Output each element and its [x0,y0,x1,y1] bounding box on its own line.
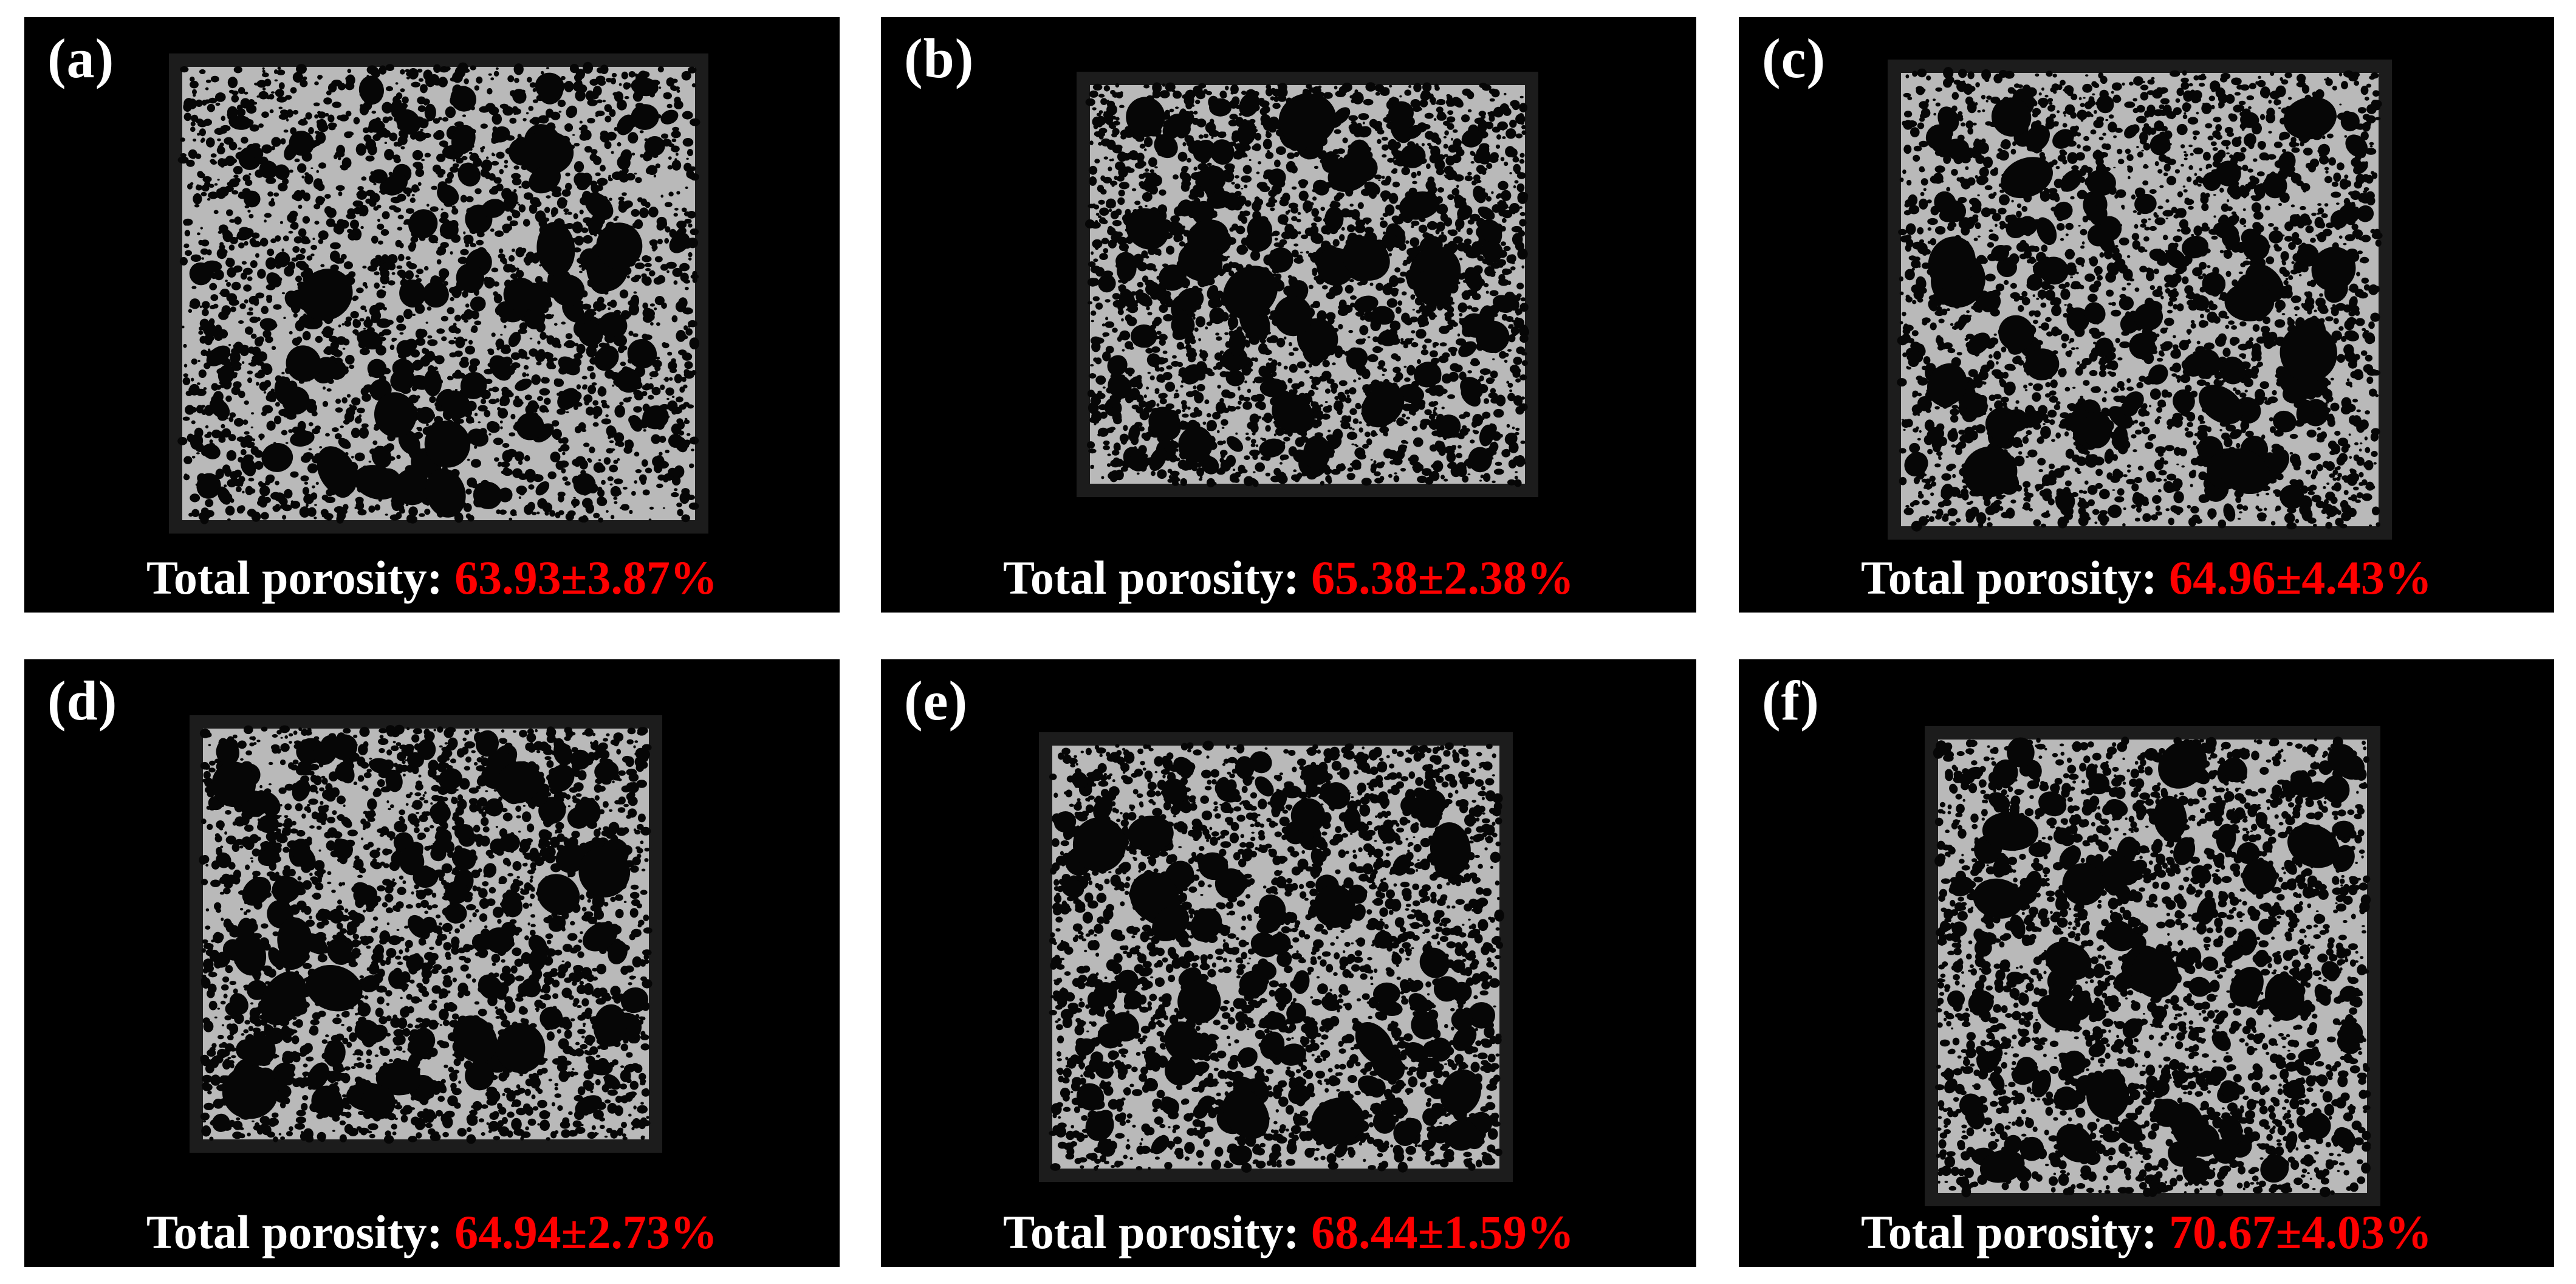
ct-scan-image [190,715,662,1153]
porosity-caption: Total porosity: 64.94±2.73% [24,1209,840,1256]
panel-a: (a) Total porosity: 63.93±3.87% [24,17,840,613]
porosity-value: 70.67±4.03% [2169,1206,2432,1258]
porosity-value: 64.94±2.73% [454,1206,718,1258]
ct-scan-image [1888,60,2392,540]
panel-label: (b) [904,27,975,89]
panel-label: (c) [1762,27,1826,89]
specimen-texture [1925,726,2380,1206]
ct-scan-image [1077,72,1538,497]
caption-label: Total porosity: [1861,551,2157,604]
caption-label: Total porosity: [146,1206,443,1258]
panel-d: (d) Total porosity: 64.94±2.73% [24,659,840,1267]
specimen-texture [1077,72,1538,497]
porosity-value: 63.93±3.87% [454,551,718,604]
panel-label: (a) [47,27,115,89]
porosity-value: 65.38±2.38% [1311,551,1574,604]
porosity-value: 64.96±4.43% [2169,551,2432,604]
ct-scan-image [1039,732,1513,1182]
porosity-caption: Total porosity: 70.67±4.03% [1739,1209,2554,1256]
panel-label: (f) [1762,670,1820,732]
panel-b: (b) Total porosity: 65.38±2.38% [881,17,1696,613]
specimen-texture [1888,60,2392,540]
specimen-texture [169,53,708,534]
panel-label: (e) [904,670,968,732]
caption-label: Total porosity: [1003,551,1300,604]
porosity-caption: Total porosity: 65.38±2.38% [881,554,1696,602]
panel-e: (e) Total porosity: 68.44±1.59% [881,659,1696,1267]
panel-label: (d) [47,670,118,732]
ct-scan-image [1925,726,2380,1206]
porosity-caption: Total porosity: 68.44±1.59% [881,1209,1696,1256]
ct-scan-image [169,53,708,534]
caption-label: Total porosity: [146,551,443,604]
panel-f: (f) Total porosity: 70.67±4.03% [1739,659,2554,1267]
specimen-texture [1039,732,1513,1182]
porosity-caption: Total porosity: 63.93±3.87% [24,554,840,602]
caption-label: Total porosity: [1003,1206,1300,1258]
specimen-texture [190,715,662,1153]
panel-c: (c) Total porosity: 64.96±4.43% [1739,17,2554,613]
porosity-caption: Total porosity: 64.96±4.43% [1739,554,2554,602]
caption-label: Total porosity: [1861,1206,2157,1258]
porosity-value: 68.44±1.59% [1311,1206,1574,1258]
